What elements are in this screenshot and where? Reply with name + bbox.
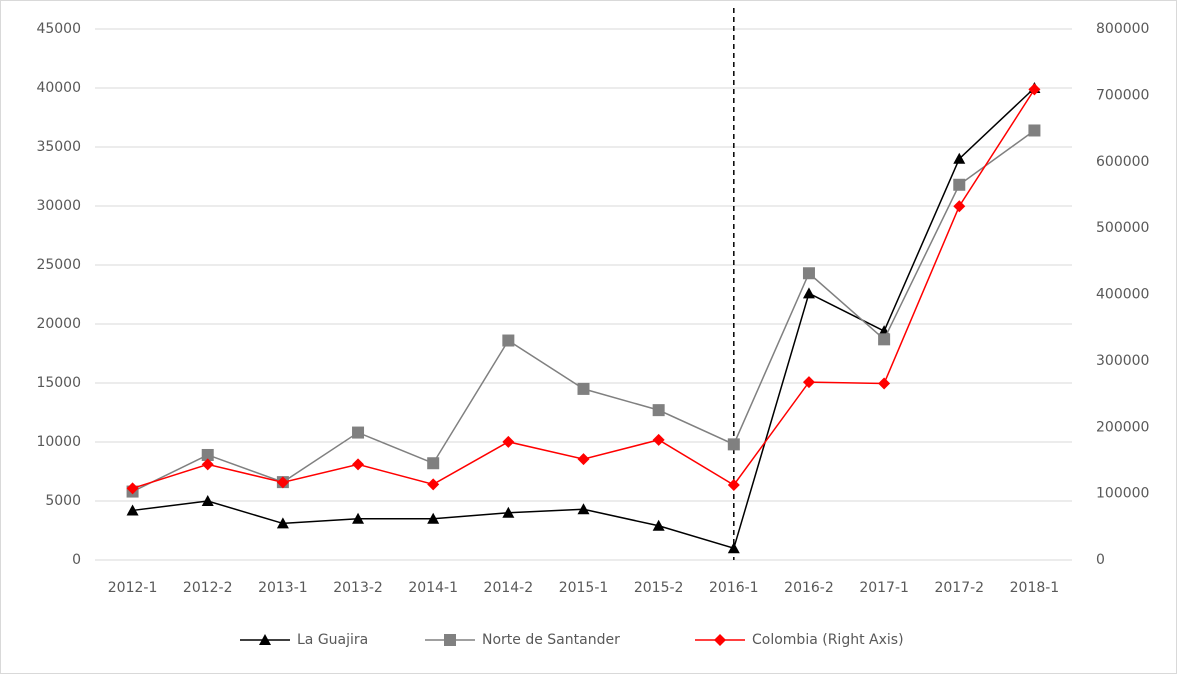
y-tick-label: 5000 xyxy=(45,493,81,509)
data-point xyxy=(802,267,815,280)
legend-label: Norte de Santander xyxy=(482,632,620,648)
data-point xyxy=(802,287,815,299)
data-point xyxy=(352,512,365,524)
legend-marker xyxy=(714,634,726,646)
x-tick-label: 2015-1 xyxy=(559,580,609,596)
data-point xyxy=(953,152,966,164)
y-tick-label: 0 xyxy=(72,552,81,568)
y-tick-label: 10000 xyxy=(36,434,81,450)
data-point xyxy=(352,426,365,439)
data-point xyxy=(201,495,214,506)
data-point xyxy=(126,504,139,516)
data-point xyxy=(502,435,515,448)
legend-label: Colombia (Right Axis) xyxy=(752,632,904,648)
x-tick-label: 2012-1 xyxy=(108,580,158,596)
legend-label: La Guajira xyxy=(297,632,368,648)
y2-tick-label: 200000 xyxy=(1096,419,1149,435)
x-tick-label: 2013-2 xyxy=(333,580,383,596)
data-point xyxy=(953,178,966,191)
x-tick-label: 2018-1 xyxy=(1010,580,1060,596)
x-tick-label: 2016-2 xyxy=(784,580,834,596)
y-tick-label: 30000 xyxy=(36,198,81,214)
data-point xyxy=(577,382,590,395)
y2-tick-label: 600000 xyxy=(1096,154,1149,170)
y-tick-label: 45000 xyxy=(36,21,81,37)
data-point xyxy=(878,333,891,346)
data-point xyxy=(276,517,289,529)
y2-tick-label: 500000 xyxy=(1096,220,1149,236)
x-tick-label: 2017-1 xyxy=(859,580,909,596)
y-tick-label: 25000 xyxy=(36,257,81,273)
x-tick-label: 2013-1 xyxy=(258,580,308,596)
data-point xyxy=(652,404,665,417)
y-tick-label: 20000 xyxy=(36,316,81,332)
x-tick-label: 2016-1 xyxy=(709,580,759,596)
data-point xyxy=(577,503,590,515)
data-point xyxy=(126,482,139,495)
data-point xyxy=(652,433,665,446)
data-point xyxy=(201,448,214,461)
data-point xyxy=(727,478,740,491)
data-point xyxy=(427,457,440,470)
data-point xyxy=(727,542,740,554)
data-point xyxy=(802,376,815,389)
y2-tick-label: 400000 xyxy=(1096,287,1149,303)
data-point xyxy=(1028,124,1041,137)
data-point xyxy=(352,458,365,471)
data-point xyxy=(953,200,966,213)
x-tick-label: 2014-1 xyxy=(408,580,458,596)
y-tick-label: 40000 xyxy=(36,80,81,96)
legend-marker xyxy=(444,634,456,646)
x-tick-label: 2012-2 xyxy=(183,580,233,596)
data-point xyxy=(727,438,740,451)
data-point xyxy=(1028,83,1041,96)
y2-tick-label: 700000 xyxy=(1096,87,1149,103)
data-point xyxy=(427,512,440,524)
data-point xyxy=(577,453,590,466)
data-point xyxy=(502,506,515,518)
data-point xyxy=(652,519,665,531)
y2-tick-label: 100000 xyxy=(1096,486,1149,502)
y-tick-label: 35000 xyxy=(36,139,81,155)
y2-tick-label: 0 xyxy=(1096,552,1105,568)
data-point xyxy=(201,458,214,471)
y-tick-label: 15000 xyxy=(36,375,81,391)
legend-marker xyxy=(259,634,271,645)
x-tick-label: 2015-2 xyxy=(634,580,684,596)
data-point xyxy=(502,334,515,347)
y2-tick-label: 800000 xyxy=(1096,21,1149,37)
data-point xyxy=(878,377,891,390)
x-tick-label: 2014-2 xyxy=(484,580,534,596)
x-tick-label: 2017-2 xyxy=(934,580,984,596)
data-point xyxy=(276,476,289,489)
data-point xyxy=(427,478,440,491)
y2-tick-label: 300000 xyxy=(1096,353,1149,369)
